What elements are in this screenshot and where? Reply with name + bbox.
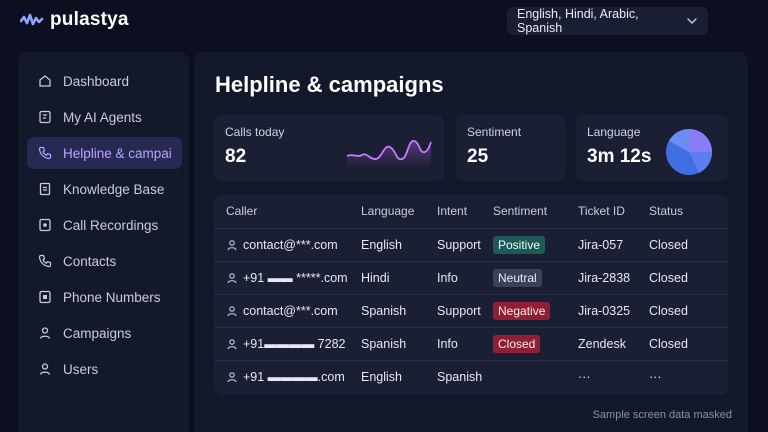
language-label: Language (587, 125, 641, 139)
sidebar-item-label: Phone Numbers (63, 289, 161, 305)
person-icon (227, 239, 237, 250)
caller-value: contact@***.com (243, 237, 338, 252)
home-icon (39, 75, 51, 87)
column-header[interactable]: Language (361, 204, 415, 219)
agent-icon (39, 110, 51, 124)
intent-cell: Info (437, 260, 493, 294)
ticket-cell[interactable]: Jira-2838 (578, 260, 649, 294)
caller-value: +91▬▬▬▬ 7282 (243, 336, 346, 351)
intent-cell: Support (437, 293, 493, 327)
sidebar-item-label: Call Recordings (63, 217, 159, 233)
ticket-cell[interactable]: Jira-057 (578, 227, 649, 261)
sidebar-item-helpline[interactable]: Helpline & campai (27, 137, 182, 169)
language-select-value: English, Hindi, Arabic, Spanish (517, 7, 639, 35)
ticket-cell[interactable]: Jira-0325 (578, 293, 649, 327)
sidebar-item-label: Contacts (63, 253, 117, 269)
person-icon (227, 371, 237, 382)
sidebar-item-users[interactable]: Users (27, 353, 182, 385)
campaign-person-icon (39, 327, 51, 339)
person-icon (227, 305, 237, 316)
column-header[interactable]: Intent (437, 204, 468, 219)
column-header[interactable]: Ticket ID (578, 204, 625, 219)
language-cell: English (361, 359, 437, 393)
sidebar-item-knowledge-base[interactable]: Knowledge Base (27, 173, 182, 205)
person-icon (227, 272, 237, 283)
language-value: 3m 12s (587, 146, 652, 167)
language-cell: English (361, 227, 437, 261)
caller-value: +91 ▬▬▬▬.com (243, 369, 345, 384)
brand-name: pulastya (50, 9, 129, 30)
sentiment-card: Sentiment 25 (456, 115, 566, 181)
user-icon (39, 363, 51, 375)
table-row[interactable]: +91 ▬▬▬▬.com English Spanish ··· ··· (214, 359, 728, 393)
intent-cell: Info (437, 326, 493, 360)
sidebar: Dashboard My AI Agents Helpline & campai… (18, 52, 189, 432)
language-cell: Spanish (361, 293, 437, 327)
caller-value: +91 ▬▬ *****.com (243, 270, 348, 285)
intent-cell: Support (437, 227, 493, 261)
sidebar-item-contacts[interactable]: Contacts (27, 245, 182, 277)
status-cell: Closed (649, 227, 728, 261)
ticket-cell[interactable]: Zendesk (578, 326, 649, 360)
language-card: Language 3m 12s (576, 115, 728, 181)
caller-value: contact@***.com (243, 303, 338, 318)
table-row[interactable]: contact@***.com English Support Positive… (214, 227, 728, 261)
calls-today-card: Calls today 82 (214, 115, 444, 181)
sparkline-chart (346, 140, 432, 168)
main-panel: Helpline & campaigns Calls today 82 Sent… (194, 52, 748, 432)
sidebar-item-label: Campaigns (63, 325, 132, 341)
masked-data-note: Sample screen data masked (592, 409, 732, 421)
language-pie-chart (666, 129, 713, 175)
recording-icon (39, 218, 51, 232)
table-row[interactable]: contact@***.com Spanish Support Negative… (214, 293, 728, 327)
sidebar-item-call-recordings[interactable]: Call Recordings (27, 209, 182, 241)
sidebar-item-label: Dashboard (63, 73, 130, 89)
phone-icon (38, 146, 52, 160)
column-header[interactable]: Status (649, 204, 684, 219)
brand-logo[interactable]: pulastya (20, 9, 129, 31)
sentiment-cell (493, 359, 578, 393)
language-select[interactable]: English, Hindi, Arabic, Spanish (507, 7, 708, 35)
calls-today-label: Calls today (225, 125, 285, 139)
status-cell: Closed (649, 260, 728, 294)
page-title: Helpline & campaigns (215, 72, 444, 97)
ticket-cell[interactable]: ··· (578, 359, 649, 393)
sidebar-item-label: Knowledge Base (63, 181, 165, 197)
table-row[interactable]: +91 ▬▬ *****.com Hindi Info Neutral Jira… (214, 260, 728, 294)
sentiment-badge: Neutral (493, 268, 542, 287)
language-cell: Hindi (361, 260, 437, 294)
sidebar-item-ai-agents[interactable]: My AI Agents (27, 101, 182, 133)
sidebar-item-campaigns[interactable]: Campaigns (27, 317, 182, 349)
sentiment-badge: Negative (493, 301, 551, 320)
chevron-down-icon (687, 18, 697, 24)
intent-cell: Spanish (437, 359, 493, 393)
column-header[interactable]: Caller (226, 204, 258, 219)
sidebar-item-dashboard[interactable]: Dashboard (27, 65, 182, 97)
person-icon (227, 338, 237, 349)
status-cell: Closed (649, 293, 728, 327)
sidebar-item-label: My AI Agents (63, 109, 142, 125)
sentiment-badge: Positive (493, 235, 546, 254)
calls-today-value: 82 (225, 146, 247, 167)
table-header-row: Caller Language Intent Sentiment Ticket … (214, 195, 728, 228)
sentiment-badge: Closed (493, 334, 541, 353)
dialpad-icon (39, 290, 51, 304)
sentiment-value: 25 (467, 146, 489, 167)
book-icon (39, 182, 51, 196)
status-cell: Closed (649, 326, 728, 360)
calls-table: Caller Language Intent Sentiment Ticket … (214, 195, 728, 395)
sidebar-item-label: Helpline & campai (63, 145, 172, 161)
table-row[interactable]: +91▬▬▬▬ 7282 Spanish Info Closed Zendesk… (214, 326, 728, 360)
column-header[interactable]: Sentiment (493, 204, 548, 219)
language-cell: Spanish (361, 326, 437, 360)
sentiment-label: Sentiment (467, 125, 522, 139)
sidebar-item-label: Users (63, 361, 99, 377)
logo-wave-icon (20, 13, 44, 26)
contacts-phone-icon (38, 254, 52, 268)
status-cell: ··· (649, 359, 728, 393)
sidebar-item-phone-numbers[interactable]: Phone Numbers (27, 281, 182, 313)
